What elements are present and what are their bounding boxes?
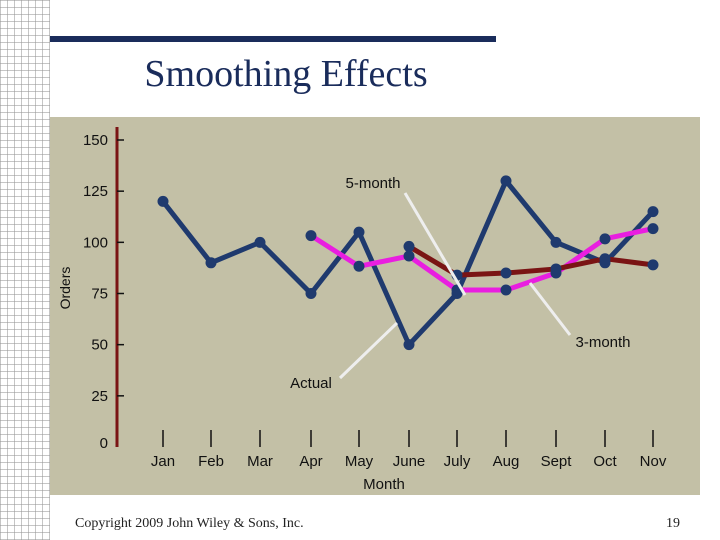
x-tick-label: June <box>393 453 426 470</box>
data-point-3-month <box>403 250 415 262</box>
x-tick-label: Aug <box>493 453 520 470</box>
data-point-actual <box>305 288 317 299</box>
x-tick-label: July <box>444 453 471 470</box>
y-tick-label: 50 <box>91 337 108 354</box>
x-tick-label: Jan <box>151 453 175 470</box>
data-point-actual <box>403 339 415 351</box>
title-rule <box>50 36 496 42</box>
callout-label-5-month: 5-month <box>345 175 400 192</box>
y-tick-label: 150 <box>83 132 108 149</box>
data-point-3-month <box>599 233 611 245</box>
callout-line-5-month <box>403 192 467 296</box>
data-point-3-month <box>500 284 512 296</box>
data-point-actual <box>157 195 169 207</box>
data-point-3-month <box>647 223 659 235</box>
data-point-actual <box>353 226 365 238</box>
y-tick-label: 100 <box>83 234 108 251</box>
data-point-actual <box>647 206 659 218</box>
x-tick-label: May <box>345 453 374 470</box>
callout-line-actual <box>338 321 399 380</box>
page-number: 19 <box>666 516 680 531</box>
y-tick-label: 75 <box>91 286 108 303</box>
data-point-5-month <box>403 240 415 252</box>
callout-label-3-month: 3-month <box>575 334 630 351</box>
x-tick-label: Oct <box>593 453 617 470</box>
x-tick-label: Nov <box>640 453 667 470</box>
slide-title: Smoothing Effects <box>144 53 428 95</box>
data-point-5-month <box>599 253 611 265</box>
data-point-actual <box>500 175 512 187</box>
decorative-grid-pattern <box>0 0 50 540</box>
data-point-actual <box>205 257 217 269</box>
y-axis-title: Orders <box>57 267 73 310</box>
plot-background <box>50 117 700 495</box>
data-point-5-month <box>647 259 659 271</box>
y-tick-label: 125 <box>83 183 108 200</box>
x-tick-label: Feb <box>198 453 224 470</box>
x-tick-label: Mar <box>247 453 273 470</box>
data-point-5-month <box>550 263 562 275</box>
y-tick-label: 25 <box>91 388 108 405</box>
data-point-5-month <box>500 267 512 279</box>
data-point-actual <box>254 236 266 248</box>
x-tick-label: Apr <box>299 453 322 470</box>
data-point-actual <box>550 236 562 248</box>
x-axis-title: Month <box>363 476 405 493</box>
x-tick-label: Sept <box>541 453 573 470</box>
copyright-footer: Copyright 2009 John Wiley & Sons, Inc. <box>75 516 304 531</box>
y-tick-label: 0 <box>100 435 108 452</box>
callout-label-actual: Actual <box>290 375 332 392</box>
callout-line-3-month <box>528 282 572 336</box>
series-line-3-month <box>308 226 656 293</box>
data-point-3-month <box>353 260 365 272</box>
data-point-3-month <box>305 230 317 242</box>
